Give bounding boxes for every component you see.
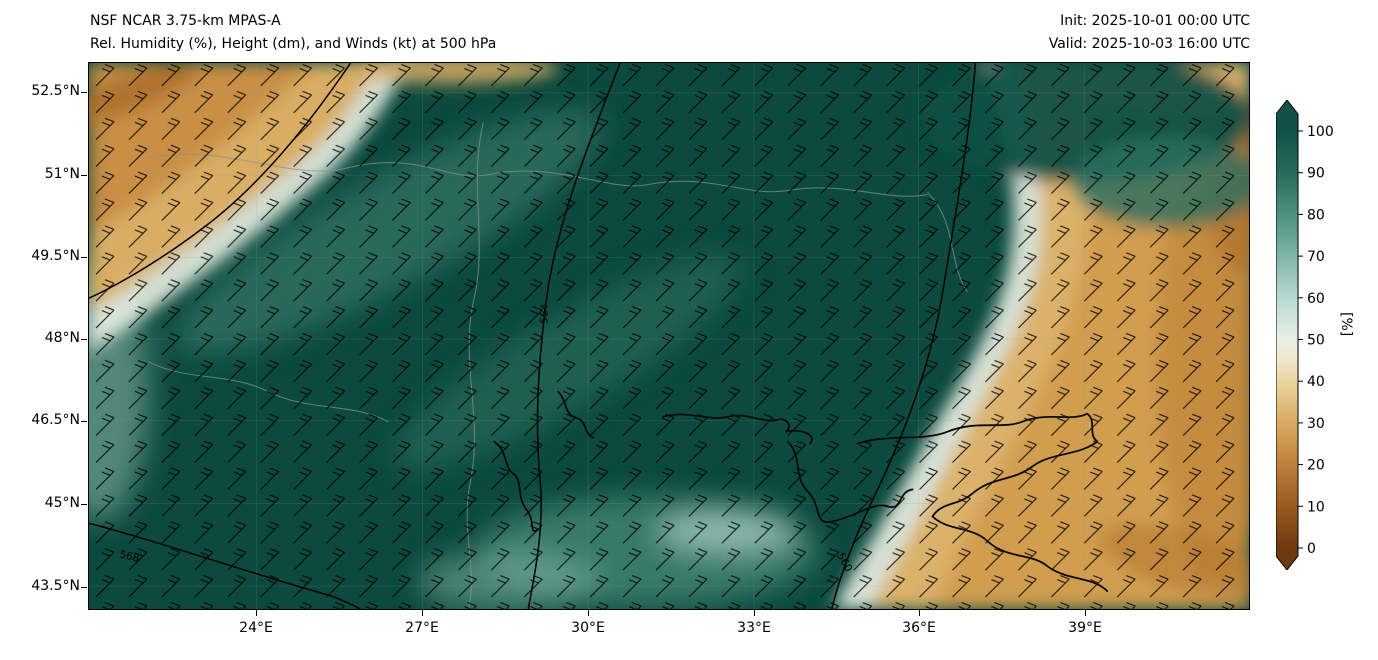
lon-tick-label: 33°E bbox=[737, 620, 771, 636]
map-canvas: 568 564 560 bbox=[89, 63, 1249, 609]
y-tick-mark bbox=[81, 504, 87, 505]
lat-tick-label: 52.5°N bbox=[31, 83, 80, 99]
y-tick-mark bbox=[81, 421, 87, 422]
colorbar-tick-label: 100 bbox=[1307, 124, 1334, 140]
x-tick-mark bbox=[754, 610, 755, 616]
lat-tick-label: 48°N bbox=[44, 330, 80, 346]
time-block: Init: 2025-10-01 00:00 UTC Valid: 2025-1… bbox=[1049, 10, 1250, 56]
colorbar-unit-label: [%] bbox=[1338, 312, 1354, 337]
colorbar-tick-label: 80 bbox=[1307, 207, 1325, 223]
lon-tick-label: 30°E bbox=[571, 620, 605, 636]
coastline-layer bbox=[493, 390, 1109, 592]
x-tick-mark bbox=[1085, 610, 1086, 616]
valid-time: Valid: 2025-10-03 16:00 UTC bbox=[1048, 36, 1250, 52]
lat-tick-label: 45°N bbox=[44, 495, 80, 511]
y-tick-mark bbox=[81, 587, 87, 588]
x-tick-mark bbox=[588, 610, 589, 616]
colorbar-tick-label: 90 bbox=[1307, 166, 1325, 182]
colorbar-tick-label: 50 bbox=[1307, 333, 1325, 349]
colorbar-tick-label: 30 bbox=[1307, 416, 1325, 432]
init-time: Init: 2025-10-01 00:00 UTC bbox=[1060, 13, 1250, 29]
lon-tick-label: 39°E bbox=[1068, 620, 1102, 636]
y-tick-mark bbox=[81, 339, 87, 340]
y-tick-mark bbox=[81, 175, 87, 176]
lat-tick-label: 43.5°N bbox=[31, 578, 80, 594]
y-tick-mark bbox=[81, 92, 87, 93]
colorbar-tick-label: 10 bbox=[1307, 499, 1325, 515]
x-tick-mark bbox=[919, 610, 920, 616]
colorbar-tick-label: 40 bbox=[1307, 374, 1325, 390]
colorbar-bar bbox=[1275, 99, 1299, 571]
contour-label: 564 bbox=[538, 303, 551, 324]
colorbar-tick-label: 70 bbox=[1307, 249, 1325, 265]
x-tick-mark bbox=[256, 610, 257, 616]
title-block: NSF NCAR 3.75-km MPAS-A Rel. Humidity (%… bbox=[90, 10, 496, 56]
lon-tick-label: 36°E bbox=[902, 620, 936, 636]
y-tick-mark bbox=[81, 257, 87, 258]
lat-tick-label: 51°N bbox=[44, 166, 80, 182]
field-title: Rel. Humidity (%), Height (dm), and Wind… bbox=[90, 36, 497, 52]
map-plot-area: 568 564 560 bbox=[88, 62, 1250, 610]
x-tick-mark bbox=[422, 610, 423, 616]
colorbar: 100 90 80 70 60 50 40 30 20 10 0 bbox=[1275, 99, 1356, 571]
model-title: NSF NCAR 3.75-km MPAS-A bbox=[90, 13, 281, 29]
lat-tick-label: 49.5°N bbox=[31, 248, 80, 264]
colorbar-tick-labels: 100 90 80 70 60 50 40 30 20 10 0 bbox=[1307, 124, 1334, 557]
colorbar-tick-label: 60 bbox=[1307, 291, 1325, 307]
lon-tick-label: 24°E bbox=[239, 620, 273, 636]
colorbar-canvas: 100 90 80 70 60 50 40 30 20 10 0 bbox=[1275, 99, 1334, 571]
contour-label: 568 bbox=[118, 548, 140, 564]
colorbar-ticks bbox=[1298, 130, 1303, 549]
lon-tick-label: 27°E bbox=[405, 620, 439, 636]
lat-tick-label: 46.5°N bbox=[31, 412, 80, 428]
colorbar-tick-label: 20 bbox=[1307, 458, 1325, 474]
wind-barbs-layer bbox=[89, 63, 1249, 609]
height-contours-layer bbox=[89, 63, 977, 609]
colorbar-tick-label: 0 bbox=[1307, 541, 1316, 557]
